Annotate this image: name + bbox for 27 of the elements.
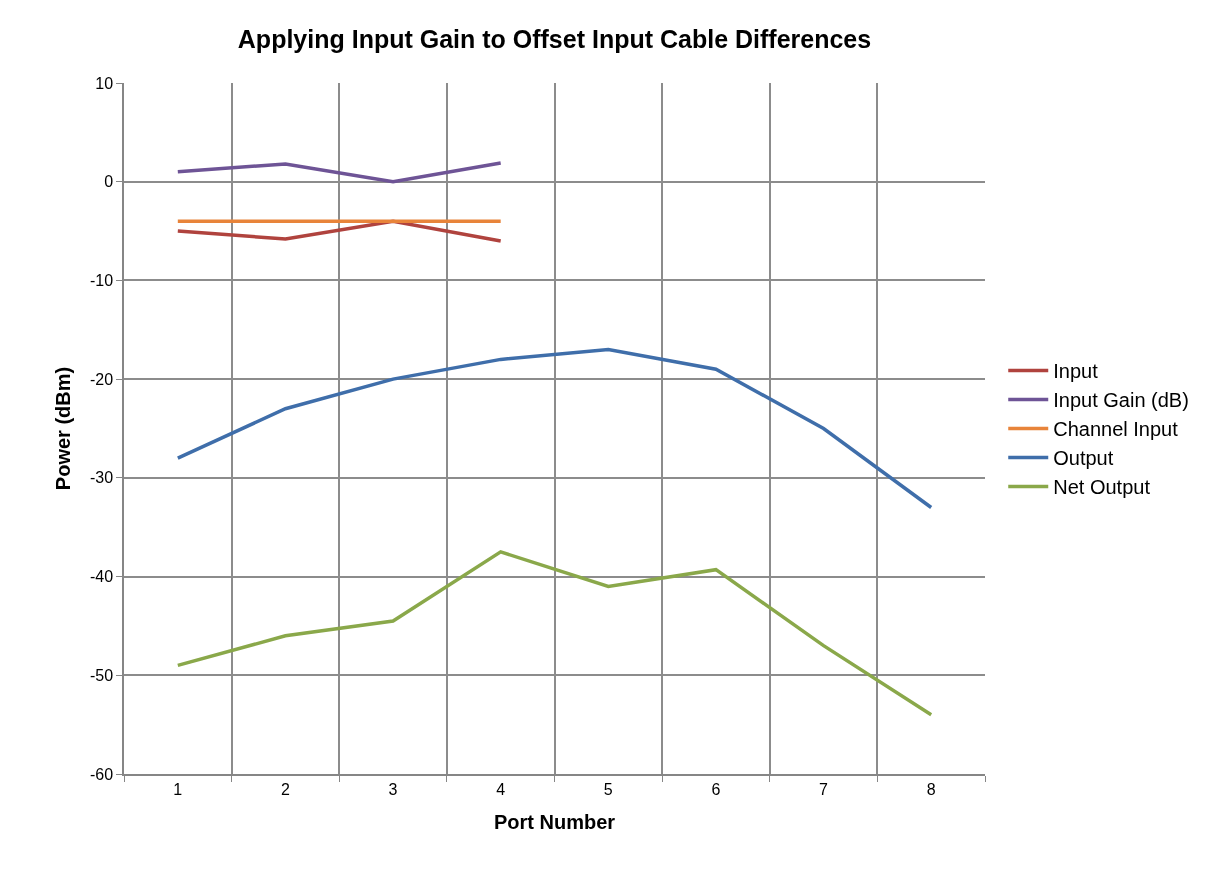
x-tick-label: 3 xyxy=(388,780,398,798)
y-tick-label: -60 xyxy=(89,765,114,783)
x-tick-label: 1 xyxy=(173,780,183,798)
x-tick-label: 5 xyxy=(603,780,613,798)
x-tick-label: 4 xyxy=(496,780,506,798)
legend-label: Input xyxy=(1053,360,1099,383)
y-tick-label: -10 xyxy=(89,272,114,290)
line-series xyxy=(176,161,503,184)
y-tick-label: -50 xyxy=(89,666,114,684)
legend-label: Output xyxy=(1053,447,1114,470)
chart-title: Applying Input Gain to Offset Input Cable Differences xyxy=(237,25,872,54)
line-series xyxy=(176,347,933,510)
legend-label: Input Gain (dB) xyxy=(1053,389,1189,412)
line-series xyxy=(176,550,933,717)
y-axis-title: Power (dBm) xyxy=(51,366,74,491)
y-tick-label: -40 xyxy=(89,568,114,586)
legend-label: Channel Input xyxy=(1053,418,1179,441)
y-tick-label: 0 xyxy=(104,173,114,191)
x-axis-title: Port Number xyxy=(493,810,616,833)
x-tick-label: 7 xyxy=(819,780,829,798)
x-tick-label: 2 xyxy=(280,780,290,798)
x-tick-label: 6 xyxy=(711,780,721,798)
x-tick-label: 8 xyxy=(926,780,936,798)
y-tick-label: -30 xyxy=(89,469,114,487)
legend-label: Net Output xyxy=(1053,476,1151,499)
y-tick-label: -20 xyxy=(89,370,114,388)
y-tick-label: 10 xyxy=(95,74,114,92)
